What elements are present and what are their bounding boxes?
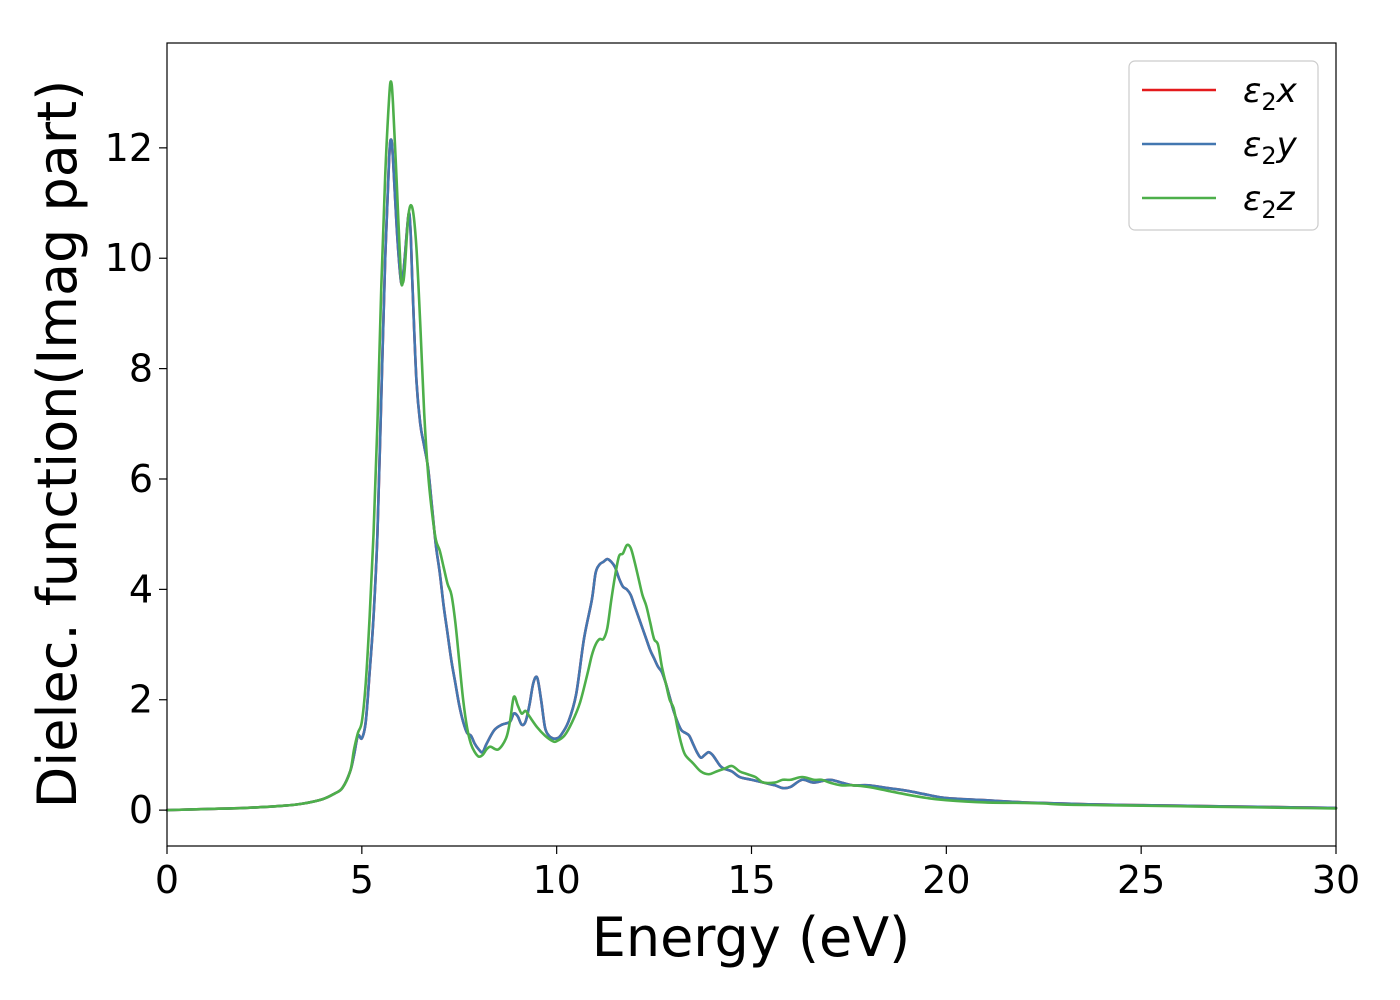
legend-label-z: ε2z xyxy=(1243,179,1296,224)
y-tick-label: 6 xyxy=(129,457,153,501)
legend-label-x: ε2x xyxy=(1243,71,1298,116)
y-axis-title: Dielec. function(Imag part) xyxy=(26,80,89,809)
series-line-z xyxy=(165,80,1338,812)
x-tick-label: 20 xyxy=(922,858,970,902)
y-tick-label: 2 xyxy=(129,678,153,722)
legend-label-y: ε2y xyxy=(1243,125,1298,170)
y-axis-ticks: 0 2 4 6 8 10 12 xyxy=(105,126,167,832)
y-tick-label: 4 xyxy=(129,567,153,611)
x-axis-title: Energy (eV) xyxy=(592,906,911,969)
x-tick-label: 5 xyxy=(350,858,374,902)
legend-items: ε2x ε2y ε2z xyxy=(1142,71,1298,224)
series-layer xyxy=(165,80,1338,812)
y-tick-label: 12 xyxy=(105,126,153,170)
x-tick-label: 15 xyxy=(727,858,775,902)
x-tick-label: 30 xyxy=(1312,858,1360,902)
y-tick-label: 0 xyxy=(129,788,153,832)
y-tick-label: 10 xyxy=(105,236,153,280)
x-axis-ticks: 0 5 10 15 20 25 30 xyxy=(155,846,1360,902)
series-line-y xyxy=(165,138,1338,812)
x-tick-label: 0 xyxy=(155,858,179,902)
legend: ε2x ε2y ε2z xyxy=(1128,60,1319,231)
x-tick-label: 10 xyxy=(532,858,580,902)
x-tick-label: 25 xyxy=(1117,858,1165,902)
y-tick-label: 8 xyxy=(129,347,153,391)
legend-box xyxy=(1128,60,1319,231)
